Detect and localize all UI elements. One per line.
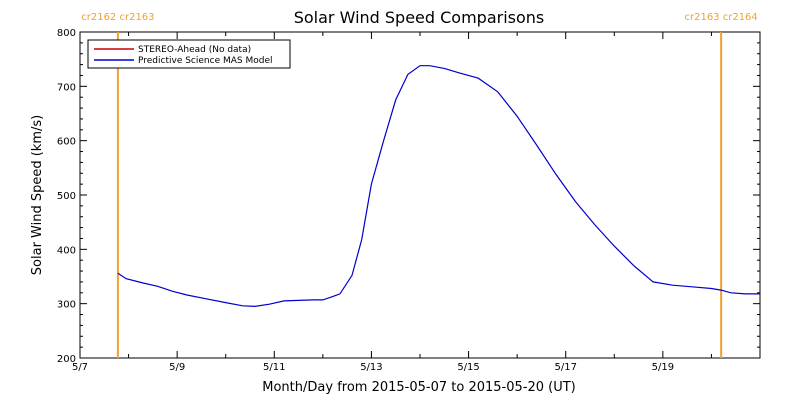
plot-frame — [79, 31, 761, 359]
y-tick-label: 800 — [57, 28, 76, 39]
chart-title: Solar Wind Speed Comparisons — [294, 8, 545, 27]
x-tick-label: 5/17 — [554, 362, 576, 373]
x-tick-label: 5/9 — [169, 362, 185, 373]
y-tick-label: 500 — [57, 191, 76, 202]
x-axis-label: Month/Day from 2015-05-07 to 2015-05-20 … — [262, 380, 575, 395]
y-tick-label: 600 — [57, 137, 76, 148]
y-tick-label: 400 — [57, 245, 76, 256]
x-tick-label: 5/7 — [72, 362, 88, 373]
x-tick-label: 5/13 — [360, 362, 382, 373]
y-tick-label: 200 — [57, 354, 76, 365]
y-tick-label: 300 — [57, 300, 76, 311]
carrington-marker-label: cr2163 cr2164 — [684, 12, 757, 23]
x-tick-label: 5/19 — [652, 362, 674, 373]
x-tick-label: 5/11 — [263, 362, 285, 373]
x-tick-label: 5/15 — [457, 362, 479, 373]
y-axis-label: Solar Wind Speed (km/s) — [30, 115, 45, 275]
carrington-marker-label: cr2162 cr2163 — [81, 12, 154, 23]
legend-entry: STEREO-Ahead (No data) — [138, 45, 251, 55]
legend-box — [87, 39, 291, 69]
series-line — [117, 65, 760, 308]
legend: STEREO-Ahead (No data)Predictive Science… — [87, 39, 291, 69]
plot-area: 200 300 400 500 600 700 800 5/7 5/9 5/11 5/13 5/15 5… — [57, 12, 761, 373]
legend-entry: Predictive Science MAS Model — [138, 56, 273, 66]
y-tick-label: 700 — [57, 82, 76, 93]
